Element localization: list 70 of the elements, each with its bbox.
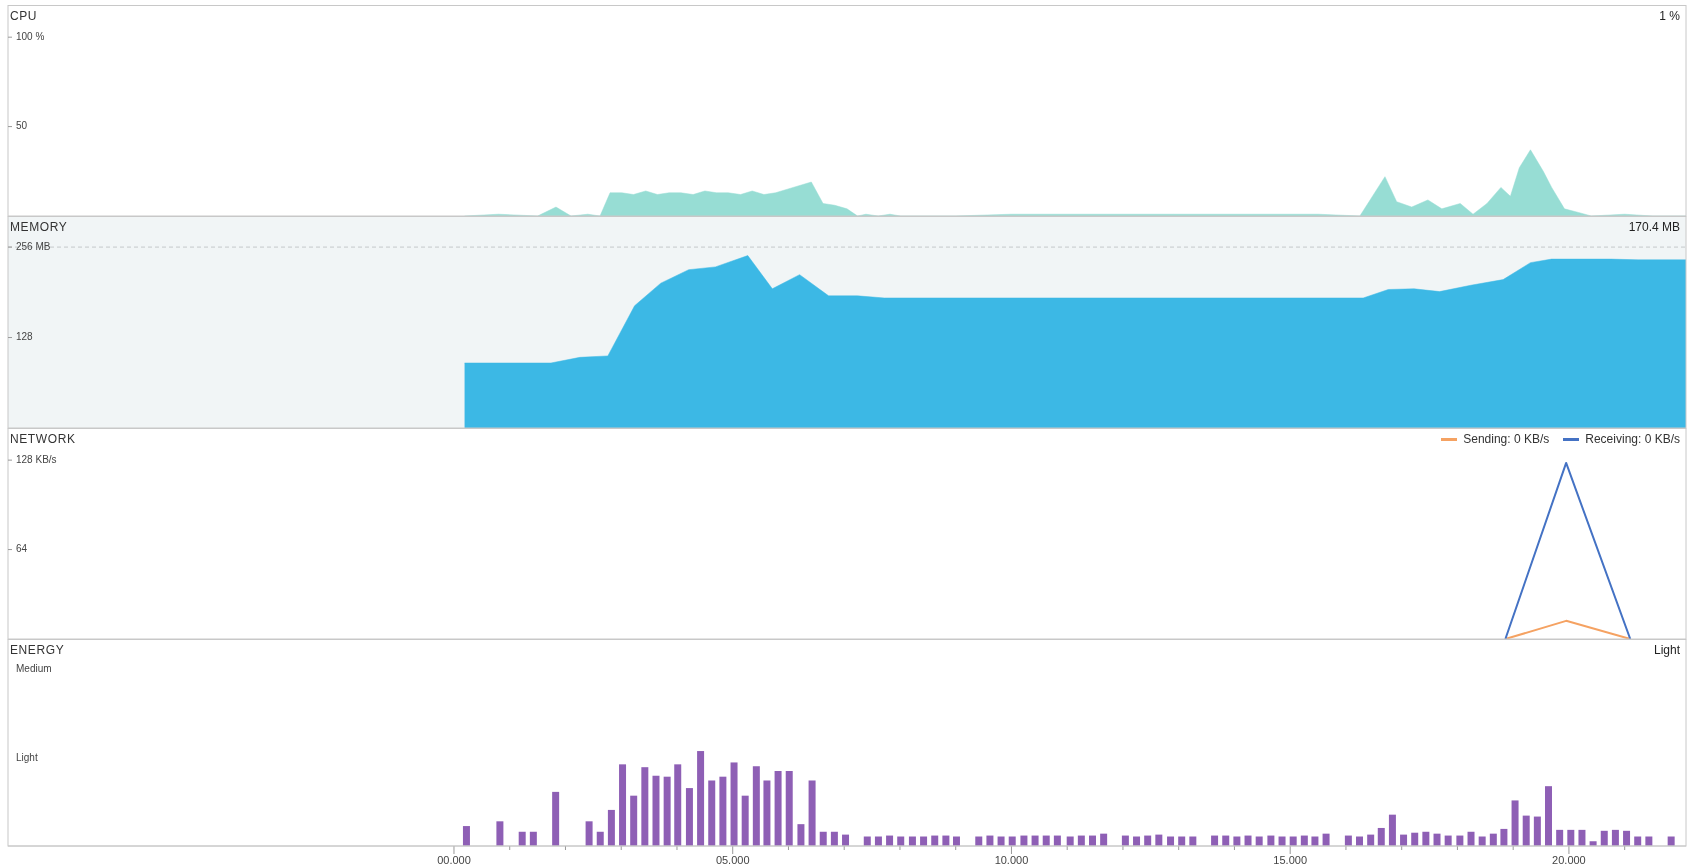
bar bbox=[630, 795, 638, 846]
y-tick-label: 256 MB bbox=[16, 240, 51, 252]
y-tick-label: 100 % bbox=[16, 30, 45, 42]
bar bbox=[1623, 830, 1631, 846]
bar bbox=[619, 764, 627, 846]
bar bbox=[1489, 833, 1497, 846]
bar bbox=[596, 831, 604, 846]
bar bbox=[1500, 828, 1508, 846]
bar bbox=[774, 770, 782, 846]
bar bbox=[685, 788, 693, 846]
bar bbox=[1467, 831, 1475, 846]
text: Medium bbox=[16, 663, 52, 674]
bar bbox=[518, 831, 526, 846]
bar bbox=[663, 776, 671, 846]
bar bbox=[1388, 814, 1396, 846]
bar bbox=[1556, 829, 1564, 846]
bar bbox=[529, 831, 537, 846]
bar bbox=[552, 791, 560, 846]
bar bbox=[674, 764, 682, 846]
bar bbox=[830, 831, 838, 846]
bar bbox=[1100, 833, 1108, 846]
bar bbox=[1533, 816, 1541, 846]
x-tick-label: 15.000 bbox=[1273, 854, 1308, 866]
bar bbox=[730, 762, 738, 846]
bar bbox=[1511, 800, 1519, 846]
x-tick-label: 05.000 bbox=[715, 854, 750, 866]
bar bbox=[1522, 815, 1530, 846]
bar bbox=[496, 821, 504, 846]
bar bbox=[719, 776, 727, 846]
chart-title: ENERGY bbox=[10, 643, 65, 657]
annotation: 1 % bbox=[1659, 9, 1680, 23]
y-tick-label: 128 KB/s bbox=[16, 453, 57, 465]
y-tick-label: 128 bbox=[16, 331, 34, 343]
chart-title: NETWORK bbox=[10, 432, 76, 446]
bar bbox=[752, 766, 760, 846]
legend-label: Receiving: 0 KB/s bbox=[1585, 432, 1680, 446]
bar bbox=[607, 809, 615, 846]
chart-title: CPU bbox=[10, 9, 38, 23]
annotation: Light bbox=[16, 752, 38, 763]
chart-title: MEMORY bbox=[10, 220, 68, 234]
bar bbox=[819, 831, 827, 846]
y-tick-label: 64 bbox=[16, 543, 28, 555]
bar bbox=[1611, 829, 1619, 846]
bar bbox=[1545, 786, 1553, 846]
x-tick-label: 20.000 bbox=[1552, 854, 1586, 866]
bar bbox=[741, 795, 749, 846]
bar bbox=[708, 780, 716, 846]
bar bbox=[808, 780, 816, 846]
bar bbox=[462, 826, 470, 846]
bar bbox=[652, 775, 660, 846]
x-tick-label: 10.000 bbox=[994, 854, 1029, 866]
bar bbox=[641, 767, 649, 846]
bar bbox=[1567, 829, 1575, 846]
bar bbox=[1578, 829, 1586, 846]
bar bbox=[585, 821, 593, 846]
bar bbox=[697, 751, 705, 846]
bar bbox=[1433, 833, 1441, 846]
bar bbox=[785, 770, 793, 846]
bar bbox=[763, 780, 771, 846]
bar bbox=[1411, 832, 1419, 846]
annotation: 170.4 MB bbox=[1628, 220, 1680, 234]
text: Light bbox=[1653, 643, 1680, 657]
bar bbox=[1377, 827, 1385, 846]
legend-label: Sending: 0 KB/s bbox=[1463, 432, 1550, 446]
bar bbox=[1600, 830, 1608, 846]
y-tick-label: 50 bbox=[16, 120, 28, 132]
bar bbox=[1322, 833, 1330, 846]
bar bbox=[1422, 831, 1430, 846]
bar bbox=[797, 824, 805, 846]
x-tick-label: 00.000 bbox=[437, 854, 471, 866]
